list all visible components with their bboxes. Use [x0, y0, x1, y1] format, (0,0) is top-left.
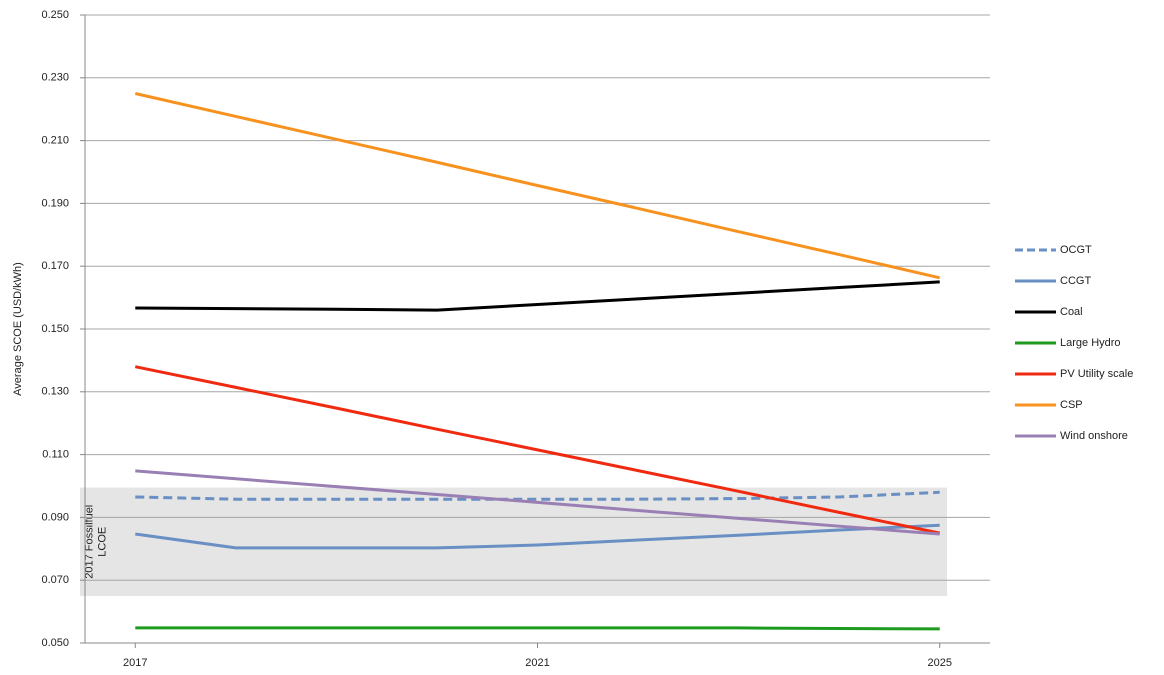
fossil-band	[80, 487, 947, 596]
series-line	[134, 365, 941, 535]
series-line	[135, 523, 940, 550]
y-tick-label: 0.190	[41, 197, 69, 209]
legend-label: Large Hydro	[1060, 337, 1121, 349]
y-tick-label: 0.170	[41, 260, 69, 272]
x-tick-label: 2025	[927, 657, 951, 669]
y-tick-label: 0.150	[41, 323, 69, 335]
legend-label: Wind onshore	[1060, 430, 1128, 442]
y-tick-label: 0.250	[41, 9, 69, 21]
series-line	[134, 92, 941, 280]
y-tick-label: 0.210	[41, 135, 69, 147]
legend-label: CSP	[1060, 399, 1083, 411]
y-tick-label: 0.090	[41, 511, 69, 523]
series-line	[135, 626, 940, 631]
y-tick-label: 0.070	[41, 574, 69, 586]
legend-label: Coal	[1060, 306, 1083, 318]
y-tick-label: 0.230	[41, 72, 69, 84]
legend-label: PV Utility scale	[1060, 368, 1133, 380]
x-tick-label: 2021	[525, 657, 549, 669]
band-label: 2017 FossilfuelLCOE	[83, 505, 108, 579]
series-line	[135, 280, 940, 312]
y-tick-label: 0.130	[41, 386, 69, 398]
legend-label: OCGT	[1060, 244, 1092, 256]
y-tick-label: 0.050	[41, 637, 69, 649]
x-tick-label: 2017	[123, 657, 147, 669]
y-tick-label: 0.110	[42, 449, 69, 461]
series-line	[135, 469, 940, 536]
series-line	[135, 490, 940, 501]
legend-label: CCGT	[1060, 275, 1091, 287]
y-axis-label: Average SCOE (USD/kWh)	[12, 262, 24, 396]
